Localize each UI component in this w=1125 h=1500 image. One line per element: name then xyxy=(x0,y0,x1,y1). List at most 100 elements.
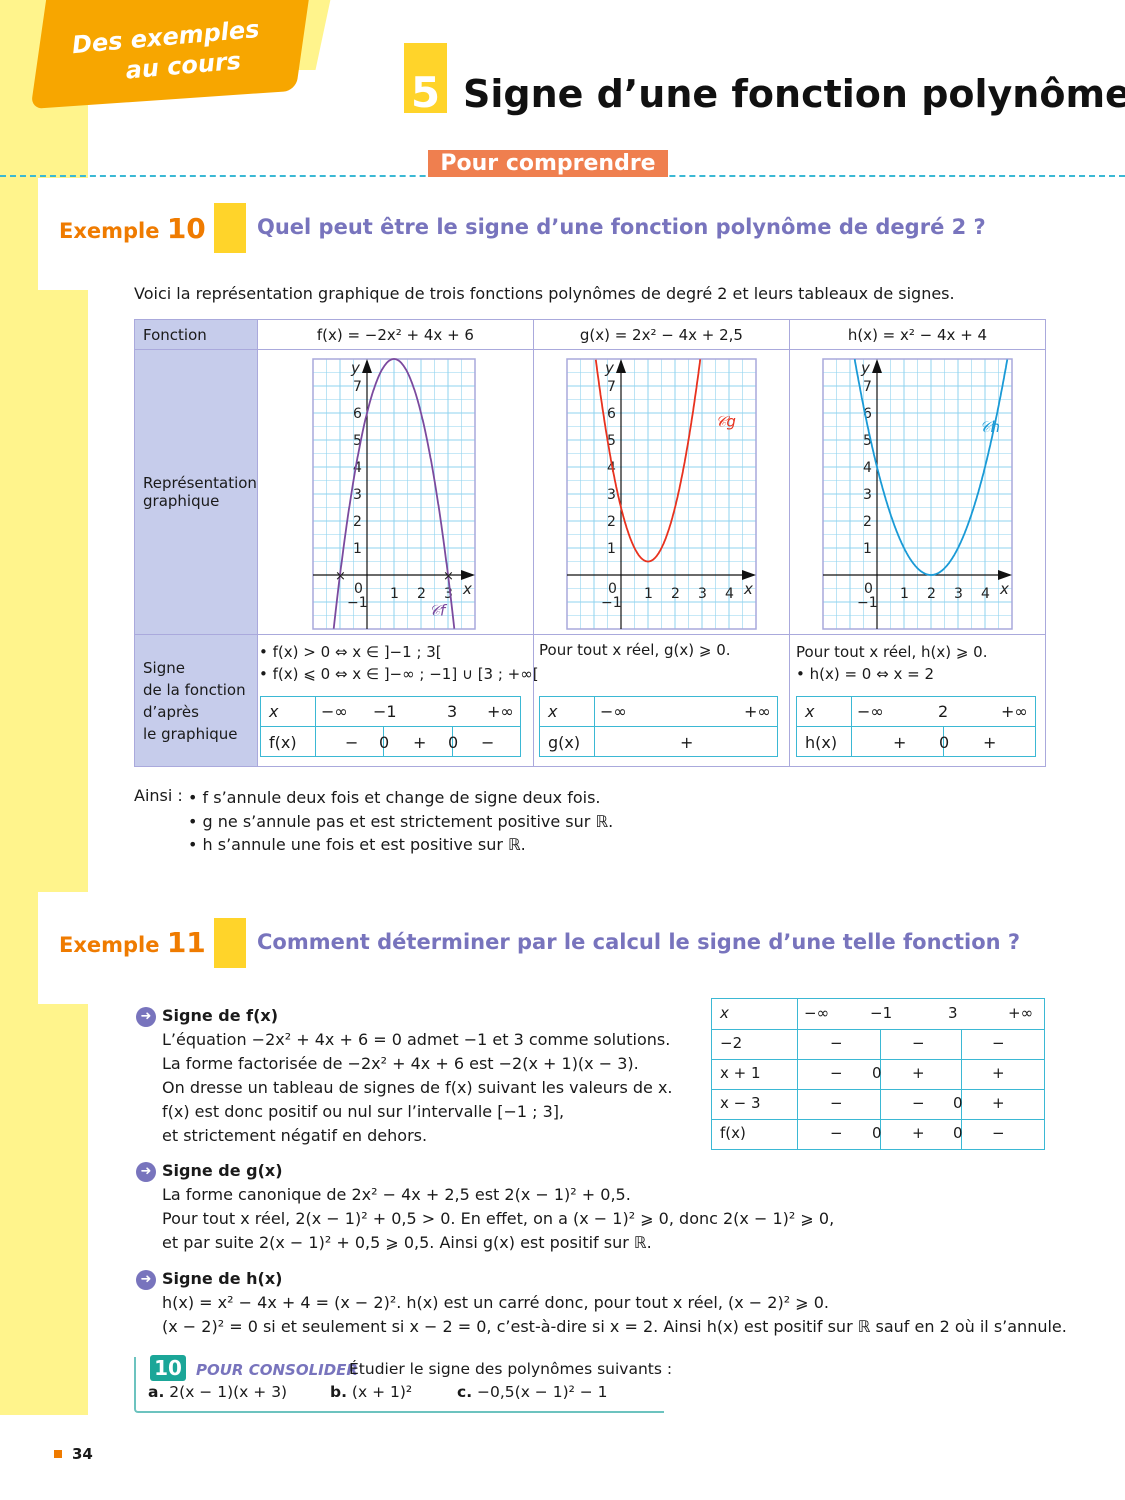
value: +∞ xyxy=(487,702,514,721)
f-section: ➜ Signe de f(x) L’équation −2x² + 4x + 6 … xyxy=(136,1004,673,1148)
header-cell: +∞ xyxy=(1008,1004,1034,1022)
x-tick-label: 1 xyxy=(390,586,399,602)
sign: − xyxy=(481,733,495,752)
sign-cell-h xyxy=(788,634,1047,767)
consolider-instruction: Étudier le signe des polynômes suivants … xyxy=(349,1360,673,1378)
sign: + xyxy=(680,733,694,752)
sign-cell: − xyxy=(912,1094,925,1112)
example10-label: Exemple 10 xyxy=(59,212,206,245)
y-tick-label: 2 xyxy=(353,514,362,530)
graph-f: 1 2 3 1 2 3 4 5 6 7 −10 x y × × 𝒞f xyxy=(312,358,476,630)
section-heading: Signe de h(x) xyxy=(162,1269,283,1288)
sign-text-f: • f(x) > 0 ⇔ x ∈ ]−1 ; 3[• f(x) ⩽ 0 ⇔ x … xyxy=(259,641,539,685)
g-section: ➜ Signe de g(x) La forme canonique de 2x²… xyxy=(136,1159,834,1255)
y-tick-label: 1 xyxy=(607,541,616,557)
sign-cell: 0 xyxy=(953,1094,963,1112)
example10-question: Quel peut être le signe d’une fonction p… xyxy=(257,215,986,239)
conclusion-line: • f s’annule deux fois et change de sign… xyxy=(188,788,601,807)
example-marker xyxy=(214,918,246,968)
y-arrow-icon xyxy=(872,359,882,373)
header-line: Signe xyxy=(143,658,185,677)
fn-label: g(x) xyxy=(548,733,581,752)
example-marker xyxy=(214,203,246,253)
origin-label: 0 xyxy=(354,581,363,597)
section-heading: Signe de f(x) xyxy=(162,1006,279,1025)
x-axis-label: x xyxy=(462,580,472,598)
y-tick-label: 4 xyxy=(863,460,872,476)
sign-cell: + xyxy=(912,1064,925,1082)
text-line: La forme factorisée de −2x² + 4x + 6 est… xyxy=(162,1054,639,1073)
fn-label: f(x) xyxy=(269,733,297,752)
page-marker xyxy=(54,1450,62,1458)
x-tick-label: 3 xyxy=(954,586,963,602)
x-label: x xyxy=(548,702,558,721)
example11-label: Exemple 11 xyxy=(59,926,206,959)
sign-line: Pour tout x réel, h(x) ⩾ 0. xyxy=(796,643,988,661)
sign-cell: − xyxy=(992,1034,1005,1052)
sign-cell: + xyxy=(912,1124,925,1142)
curve-g xyxy=(594,359,702,563)
x-tick-label: 3 xyxy=(698,586,707,602)
x-axis-label: x xyxy=(743,580,753,598)
graph-g: 1 2 3 4 1 2 3 4 5 6 7 −10 x y 𝒞g xyxy=(566,358,757,630)
curve-label: 𝒞g xyxy=(716,413,736,431)
sign-cell: − xyxy=(830,1124,843,1142)
y-tick-label: −1 xyxy=(347,595,368,611)
root-cross-icon: × xyxy=(335,569,346,584)
sign-line: • h(x) = 0 ⇔ x = 2 xyxy=(796,665,934,683)
header-signe: Signe de la fonction d’après le graphique xyxy=(134,634,258,767)
example-number: 10 xyxy=(166,212,206,245)
sign-cell: + xyxy=(992,1094,1005,1112)
row-label: x − 3 xyxy=(720,1094,761,1112)
conclusion-line: • h s’annule une fois et est positive su… xyxy=(188,835,526,854)
header-line: le graphique xyxy=(143,724,238,743)
page-number: 34 xyxy=(72,1445,93,1463)
sign: + xyxy=(983,733,997,752)
curve-f xyxy=(332,358,456,629)
section-subtitle: Pour comprendre xyxy=(428,150,668,177)
conclusion: • f s’annule deux fois et change de sign… xyxy=(188,786,613,857)
x-arrow-icon xyxy=(742,570,756,580)
consolider-label: POUR CONSOLIDER xyxy=(196,1361,358,1379)
y-tick-label: 2 xyxy=(607,514,616,530)
y-tick-label: 1 xyxy=(863,541,872,557)
zero: 0 xyxy=(379,733,390,752)
exercise-number: 10 xyxy=(150,1355,186,1381)
header-representation: Représentation graphique xyxy=(134,349,258,635)
value: +∞ xyxy=(744,702,771,721)
y-tick-label: 3 xyxy=(353,487,362,503)
row-label: x + 1 xyxy=(720,1064,761,1082)
value: 2 xyxy=(938,702,949,721)
example-word: Exemple xyxy=(59,219,160,243)
sign: + xyxy=(413,733,427,752)
item-b: b. (x + 1)² xyxy=(330,1383,412,1401)
y-tick-label: 6 xyxy=(353,406,362,422)
sign-text-g: Pour tout x réel, g(x) ⩾ 0. xyxy=(539,641,731,659)
value: −1 xyxy=(373,702,397,721)
text-line: Pour tout x réel, 2(x − 1)² + 0,5 > 0. E… xyxy=(162,1209,835,1228)
conclusion-line: • g ne s’annule pas et est strictement p… xyxy=(188,811,614,831)
origin-label: 0 xyxy=(864,581,873,597)
y-tick-label: 4 xyxy=(353,460,362,476)
y-tick-label: 7 xyxy=(607,379,616,395)
text-line: f(x) est donc positif ou nul sur l’inter… xyxy=(162,1102,565,1121)
y-arrow-icon xyxy=(616,359,626,373)
header-line: d’après xyxy=(143,702,199,721)
root-cross-icon: × xyxy=(443,569,454,584)
y-tick-label: −1 xyxy=(601,595,622,611)
y-axis-label: y xyxy=(604,359,615,377)
curve-label: 𝒞h xyxy=(980,418,1000,436)
sign-table-h: x −∞ 2 +∞ h(x) + 0 + xyxy=(796,696,1036,757)
sign-line: • f(x) ⩽ 0 ⇔ x ∈ ]−∞ ; −1] ∪ [3 ; +∞[ xyxy=(259,665,539,683)
value: −∞ xyxy=(321,702,348,721)
y-tick-label: 7 xyxy=(353,379,362,395)
y-tick-label: 2 xyxy=(863,514,872,530)
zero: 0 xyxy=(939,733,950,752)
y-tick-label: −1 xyxy=(857,595,878,611)
consolider-box xyxy=(134,1357,664,1413)
conclusion-lead: Ainsi : xyxy=(134,786,183,805)
x-tick-label: 2 xyxy=(927,586,936,602)
item-expr: (x + 1)² xyxy=(351,1383,413,1401)
sign-cell: − xyxy=(830,1034,843,1052)
function-g: g(x) = 2x² − 4x + 2,5 xyxy=(532,319,790,350)
